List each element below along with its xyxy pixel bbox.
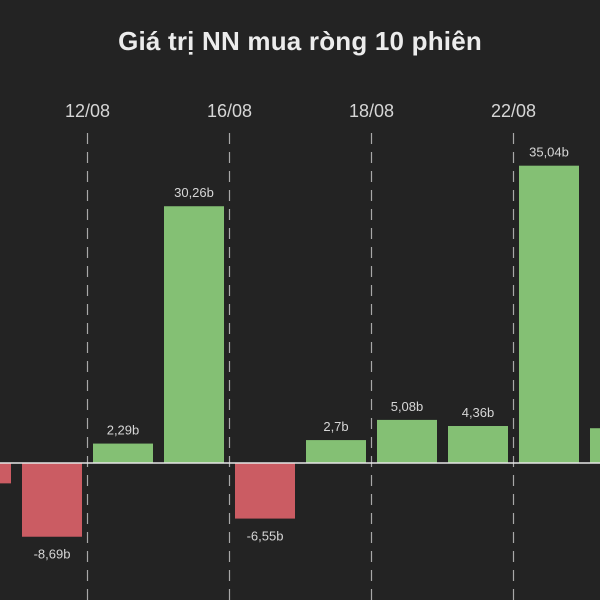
chart-title: Giá trị NN mua ròng 10 phiên xyxy=(118,26,482,56)
data-label: 4,36b xyxy=(462,405,495,420)
bar xyxy=(306,440,366,463)
bar xyxy=(519,165,579,463)
bar xyxy=(164,206,224,463)
x-tick-label: 16/08 xyxy=(207,101,252,121)
bar xyxy=(0,463,11,484)
data-label: 2,29b xyxy=(107,423,140,438)
data-label: 30,26b xyxy=(174,185,214,200)
data-label: -6,55b xyxy=(247,529,284,544)
x-tick-label: 22/08 xyxy=(491,101,536,121)
data-label: 35,04b xyxy=(529,145,569,160)
bar xyxy=(377,419,437,463)
bar xyxy=(235,463,295,519)
data-label: 2,7b xyxy=(323,419,348,434)
data-label: -8,69b xyxy=(34,547,71,562)
bar xyxy=(93,443,153,463)
bar xyxy=(448,426,508,463)
bar xyxy=(590,428,600,463)
x-tick-label: 12/08 xyxy=(65,101,110,121)
x-tick-label: 18/08 xyxy=(349,101,394,121)
data-label: 5,08b xyxy=(391,399,424,414)
bar xyxy=(22,463,82,537)
